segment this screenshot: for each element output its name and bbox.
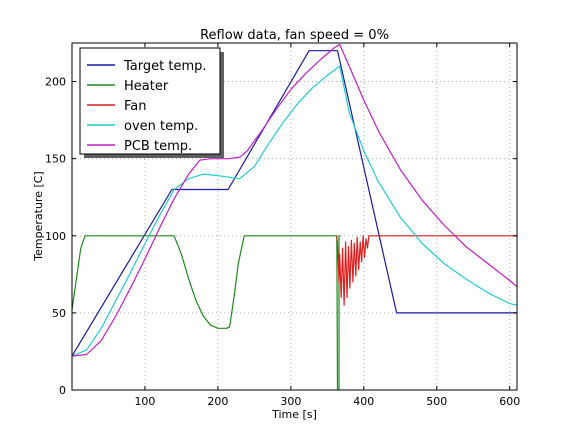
y-axis-label: Temperature [C]	[32, 171, 45, 261]
y-tick-label: 200	[45, 76, 66, 89]
x-axis-label: Time [s]	[271, 408, 317, 421]
legend-label: Fan	[124, 99, 147, 114]
legend: Target temp. Heater Fan oven temp. PCB temp.	[79, 47, 224, 158]
x-tick-label: 100	[134, 395, 155, 408]
y-tick-label: 50	[52, 307, 66, 320]
x-tick-label: 600	[499, 395, 520, 408]
y-tick-label: 0	[59, 384, 66, 397]
x-tick-label: 500	[426, 395, 447, 408]
chart-title: Reflow data, fan speed = 0%	[200, 28, 389, 43]
y-tick-label: 150	[45, 153, 66, 166]
legend-label: oven temp.	[124, 119, 198, 134]
legend-label: Heater	[124, 79, 169, 94]
x-tick-label: 400	[353, 395, 374, 408]
series-line-heater	[72, 235, 341, 390]
series-group	[72, 43, 517, 390]
x-tick-label: 300	[280, 395, 301, 408]
series-line-oven-temp	[72, 65, 517, 357]
x-tick-label: 200	[207, 395, 228, 408]
series-line-pcb-temp	[72, 43, 517, 357]
legend-label: Target temp.	[123, 59, 207, 74]
plot-area: 100 200 300 400 500 600 0 50 100 150 200 Target tem…	[45, 42, 520, 408]
axes-frame	[71, 42, 518, 391]
y-tick-label: 100	[45, 230, 66, 243]
series-line-target-temp	[72, 50, 517, 357]
series-line-fan	[336, 235, 517, 306]
legend-label: PCB temp.	[124, 139, 192, 154]
